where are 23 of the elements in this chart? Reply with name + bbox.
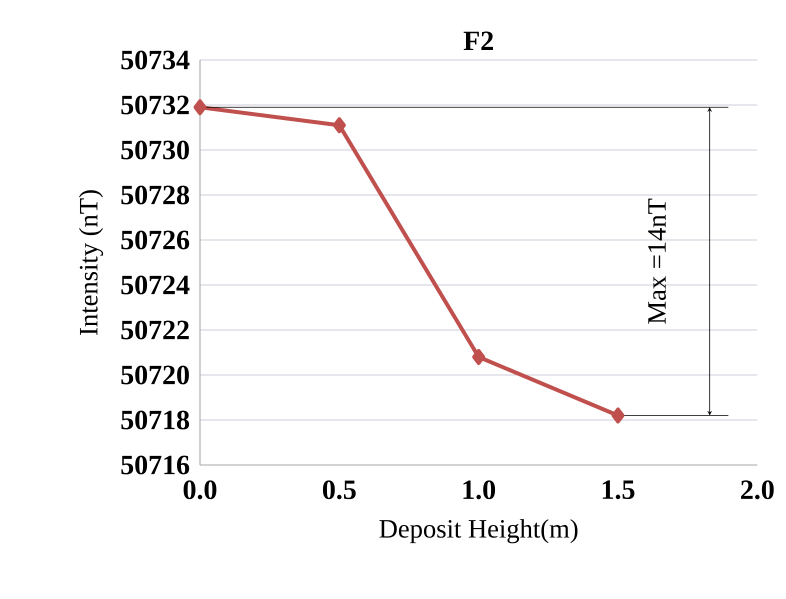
point xyxy=(472,349,486,365)
y-tick-label: 50728 xyxy=(121,186,190,204)
y-axis-title: Intensity (nT) xyxy=(78,190,104,335)
annotation: Max =14nT xyxy=(648,198,666,324)
x-tick-label: 1.0 xyxy=(463,480,496,500)
x-axis-title: Deposit Height(m) xyxy=(379,519,578,544)
point xyxy=(332,117,346,134)
y-tick-label: 50724 xyxy=(121,276,190,294)
x-tick-label: 2.0 xyxy=(741,480,774,500)
y-tick-label: 50718 xyxy=(121,410,190,430)
x-tick-label: 0.0 xyxy=(184,480,216,500)
x-tick-label: 0.5 xyxy=(322,480,356,500)
y-tick-label: 50716 xyxy=(121,456,190,474)
y-tick-label: 50734 xyxy=(121,50,190,70)
x-tick-label: 1.5 xyxy=(602,480,634,500)
y-tick-label: 50722 xyxy=(121,320,189,340)
point xyxy=(612,408,624,424)
y-tick-label: 50726 xyxy=(121,230,190,250)
y-tick-label: 50730 xyxy=(121,140,189,160)
y-tick-label: 50720 xyxy=(121,366,189,384)
chart-title: F2 xyxy=(464,32,493,50)
point xyxy=(194,99,206,116)
y-tick-label: 50732 xyxy=(121,96,189,114)
